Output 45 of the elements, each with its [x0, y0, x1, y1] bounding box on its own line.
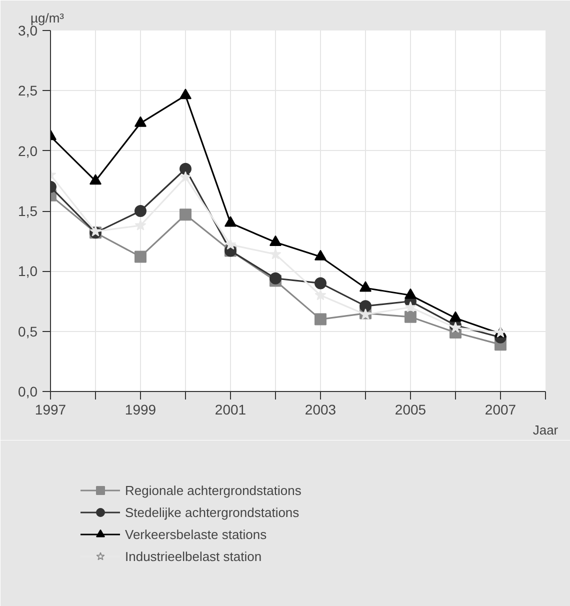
y-tick-label: 0,5: [18, 323, 38, 340]
x-tick-label: 2003: [304, 402, 336, 418]
y-tick-label: 2,0: [18, 142, 38, 159]
point: [134, 205, 146, 217]
point: [134, 219, 146, 230]
point: [180, 208, 192, 221]
point: [134, 116, 146, 127]
point: [270, 235, 282, 246]
point: [224, 216, 236, 227]
legend-label: Verkeersbelaste stations: [125, 526, 267, 542]
point: [404, 288, 416, 299]
point: [270, 248, 282, 260]
x-tick-label: 1999: [124, 402, 156, 418]
point: [180, 171, 192, 182]
x-tick-label: 1997: [34, 402, 66, 418]
point: [450, 311, 462, 322]
x-tick-label: 2001: [214, 402, 246, 418]
legend-label: Stedelijke achtergrondstations: [125, 504, 300, 520]
y-tick-label: 0,0: [18, 384, 38, 400]
y-tick-label: 1,0: [18, 263, 38, 280]
y-axis-title: µg/m³: [30, 10, 65, 26]
y-tick-label: 2,5: [18, 82, 38, 99]
legend-label: Regionale achtergrondstations: [125, 482, 302, 498]
point: [360, 300, 372, 312]
point: [90, 225, 102, 236]
point: [90, 174, 102, 185]
x-tick-label: 2005: [394, 402, 426, 418]
y-tick-label: 3,0: [18, 22, 38, 38]
y-tick-label: 1,5: [18, 203, 38, 219]
point: [314, 313, 326, 326]
x-axis-title: Jaar: [532, 422, 559, 438]
point: [404, 301, 416, 312]
point: [450, 322, 462, 333]
point: [314, 277, 326, 290]
point: [270, 272, 282, 284]
point: [180, 162, 192, 175]
point: [314, 250, 326, 260]
point: [180, 88, 192, 100]
x-tick-label: 2007: [484, 402, 516, 418]
point: [314, 289, 326, 300]
point: [134, 250, 146, 263]
point: [404, 310, 416, 323]
legend-label: Industrieelbelast station: [125, 548, 262, 564]
point: [360, 281, 372, 292]
point: [224, 238, 236, 250]
